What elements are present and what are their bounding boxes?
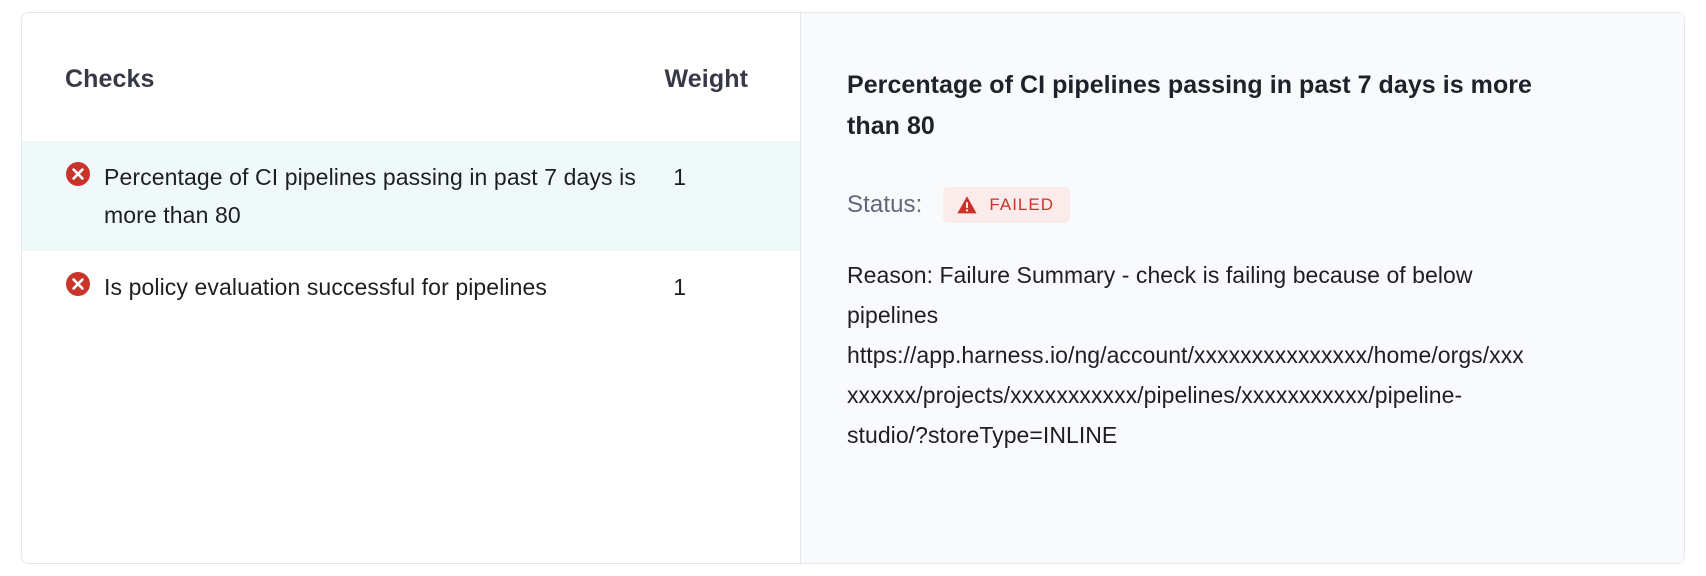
status-badge-text: FAILED bbox=[989, 195, 1055, 214]
error-circle-icon bbox=[65, 161, 91, 187]
column-header-weight: Weight bbox=[664, 65, 748, 93]
status-row: Status: FAILED bbox=[847, 187, 1624, 223]
detail-title: Percentage of CI pipelines passing in pa… bbox=[847, 71, 1533, 140]
failure-reason: Reason: Failure Summary - check is faili… bbox=[847, 262, 1524, 448]
column-header-checks: Checks bbox=[65, 65, 155, 93]
table-row[interactable]: Percentage of CI pipelines passing in pa… bbox=[22, 141, 800, 251]
check-name: Is policy evaluation successful for pipe… bbox=[104, 274, 548, 300]
checks-list-panel: Checks Weight Percentage of CI pipelines… bbox=[22, 13, 801, 563]
error-circle-icon bbox=[65, 271, 91, 297]
table-row[interactable]: Is policy evaluation successful for pipe… bbox=[22, 251, 800, 323]
checks-detail-card: Checks Weight Percentage of CI pipelines… bbox=[21, 12, 1685, 564]
check-name: Percentage of CI pipelines passing in pa… bbox=[104, 164, 636, 228]
status-badge: FAILED bbox=[943, 187, 1071, 223]
check-detail-panel: Percentage of CI pipelines passing in pa… bbox=[801, 13, 1684, 563]
checks-table-header: Checks Weight bbox=[22, 13, 800, 141]
warning-triangle-icon bbox=[956, 194, 978, 216]
check-weight: 1 bbox=[673, 164, 686, 190]
status-label: Status: bbox=[847, 191, 923, 218]
check-weight: 1 bbox=[673, 274, 686, 300]
